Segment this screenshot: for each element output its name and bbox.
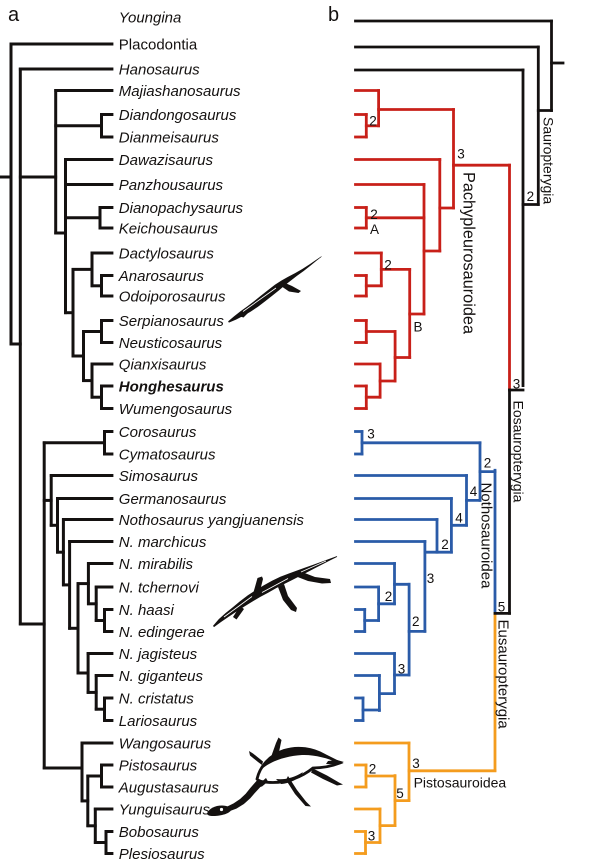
svg-text:Hanosaurus: Hanosaurus [119,61,200,78]
svg-text:2: 2 [369,114,377,129]
svg-text:Lariosaurus: Lariosaurus [119,713,198,730]
svg-text:Anarosaurus: Anarosaurus [118,268,205,285]
svg-text:N. haasi: N. haasi [119,602,175,619]
svg-text:3: 3 [367,427,375,442]
svg-text:Qianxisaurus: Qianxisaurus [119,356,207,373]
svg-text:Cymatosaurus: Cymatosaurus [119,446,216,463]
svg-text:3: 3 [368,829,376,844]
svg-text:Keichousaurus: Keichousaurus [119,220,219,237]
svg-text:Dianmeisaurus: Dianmeisaurus [119,129,220,146]
svg-text:Odoiporosaurus: Odoiporosaurus [119,288,226,305]
svg-text:Pistosauroidea: Pistosauroidea [414,775,507,791]
svg-text:Sauropterygia: Sauropterygia [541,117,557,204]
svg-text:Wumengosaurus: Wumengosaurus [119,401,233,418]
svg-text:Diandongosaurus: Diandongosaurus [119,107,237,124]
svg-text:Pachypleurosauroidea: Pachypleurosauroidea [459,172,477,335]
svg-text:2: 2 [385,589,393,604]
svg-text:Corosaurus: Corosaurus [119,424,197,441]
svg-text:3: 3 [398,662,406,677]
svg-text:Wangosaurus: Wangosaurus [119,735,212,752]
svg-text:2: 2 [484,456,492,471]
svg-text:Honghesaurus: Honghesaurus [119,378,224,395]
svg-text:Dactylosaurus: Dactylosaurus [119,245,215,262]
svg-text:Yunguisaurus: Yunguisaurus [119,801,211,818]
svg-text:2: 2 [370,207,378,222]
svg-text:N. cristatus: N. cristatus [119,690,195,707]
svg-text:2: 2 [369,762,377,777]
svg-text:Nothosauroidea: Nothosauroidea [478,483,495,590]
svg-text:Panzhousaurus: Panzhousaurus [119,177,224,194]
svg-text:3: 3 [513,377,521,392]
svg-text:Placodontia: Placodontia [119,36,198,53]
svg-text:N. mirabilis: N. mirabilis [119,556,194,573]
svg-text:Nothosaurus yangjuanensis: Nothosaurus yangjuanensis [119,512,305,529]
svg-text:N. tchernovi: N. tchernovi [119,579,200,596]
svg-text:Simosaurus: Simosaurus [119,468,199,485]
svg-text:Augustasaurus: Augustasaurus [118,779,220,796]
svg-text:Eusauropterygia: Eusauropterygia [495,620,512,730]
svg-text:Serpianosaurus: Serpianosaurus [119,313,225,330]
svg-text:b: b [328,4,339,26]
svg-text:N. edingerae: N. edingerae [119,624,205,641]
svg-text:2: 2 [441,537,449,552]
svg-text:N. jagisteus: N. jagisteus [119,646,198,663]
svg-text:Bobosaurus: Bobosaurus [119,824,200,841]
svg-text:2: 2 [384,258,392,273]
svg-text:a: a [8,4,20,26]
svg-text:3: 3 [412,756,420,771]
svg-text:4: 4 [455,511,463,526]
svg-text:2: 2 [412,614,420,629]
svg-text:Plesiosaurus: Plesiosaurus [119,846,205,863]
svg-text:3: 3 [457,147,465,162]
svg-text:4: 4 [470,484,478,499]
svg-text:2: 2 [527,189,535,204]
svg-text:N. giganteus: N. giganteus [119,668,204,685]
svg-text:Youngina: Youngina [119,9,182,26]
svg-text:N. marchicus: N. marchicus [119,534,207,551]
svg-text:A: A [370,222,379,237]
svg-text:Neusticosaurus: Neusticosaurus [119,335,223,352]
svg-text:Dawazisaurus: Dawazisaurus [119,152,214,169]
svg-text:B: B [413,320,422,335]
svg-text:Majiashanosaurus: Majiashanosaurus [119,83,241,100]
svg-text:3: 3 [427,571,435,586]
svg-text:Germanosaurus: Germanosaurus [119,491,227,508]
svg-text:Pistosaurus: Pistosaurus [119,757,198,774]
svg-text:Eosauropterygia: Eosauropterygia [511,401,527,503]
svg-text:5: 5 [498,600,506,615]
svg-text:Dianopachysaurus: Dianopachysaurus [119,200,244,217]
svg-text:5: 5 [396,786,404,801]
